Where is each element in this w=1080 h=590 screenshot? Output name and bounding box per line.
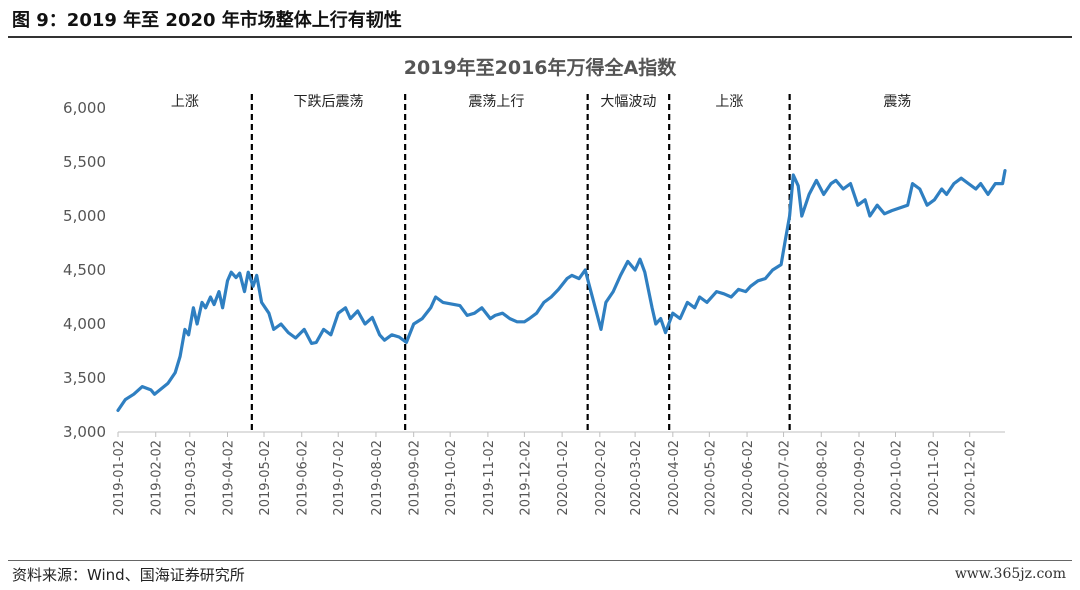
x-tick-label: 2019-03-02 — [184, 440, 199, 516]
y-tick-label: 4,500 — [63, 261, 106, 279]
x-tick-label: 2020-01-02 — [556, 440, 571, 516]
x-tick-label: 2019-12-02 — [518, 440, 533, 516]
x-tick-label: 2020-10-02 — [889, 440, 904, 516]
bottom-rule — [8, 560, 1072, 561]
x-tick-label: 2020-08-02 — [815, 440, 830, 516]
x-tick-label: 2020-05-02 — [703, 440, 718, 516]
phase-label: 大幅波动 — [600, 94, 656, 110]
x-tick-label: 2019-02-02 — [150, 440, 165, 516]
y-tick-label: 6,000 — [63, 99, 106, 117]
x-tick-label: 2020-04-02 — [667, 440, 682, 516]
x-tick-label: 2019-06-02 — [296, 440, 311, 516]
x-tick-label: 2019-01-02 — [112, 440, 127, 516]
y-tick-label: 4,000 — [63, 315, 106, 333]
phase-label: 震荡上行 — [468, 94, 524, 110]
y-tick-label: 3,000 — [63, 423, 106, 441]
y-tick-label: 3,500 — [63, 369, 106, 387]
phase-label: 震荡 — [883, 94, 911, 110]
phase-label: 上涨 — [171, 94, 199, 110]
x-tick-label: 2020-11-02 — [927, 440, 942, 516]
figure-title: 图 9：2019 年至 2020 年市场整体上行有韧性 — [12, 10, 402, 31]
x-tick-label: 2020-12-02 — [964, 440, 979, 516]
x-tick-label: 2020-09-02 — [853, 440, 868, 516]
x-tick-label: 2019-07-02 — [332, 440, 347, 516]
x-tick-label: 2020-02-02 — [594, 440, 609, 516]
index-series-line — [116, 169, 1007, 412]
x-tick-label: 2019-08-02 — [370, 440, 385, 516]
watermark-url: www.365jz.com — [954, 566, 1066, 582]
index-line-chart: 2019年至2016年万得全A指数 上涨 下跌后震荡 震荡上行 大幅波动 上涨 震荡 3,… — [63, 56, 1007, 516]
phase-label: 下跌后震荡 — [293, 94, 363, 110]
chart-title: 2019年至2016年万得全A指数 — [404, 56, 677, 79]
phase-label: 上涨 — [715, 94, 743, 110]
x-tick-label: 2020-06-02 — [741, 440, 756, 516]
x-tick-label: 2019-05-02 — [258, 440, 273, 516]
x-tick-label: 2019-10-02 — [444, 440, 459, 516]
x-tick-label: 2019-04-02 — [222, 440, 237, 516]
y-tick-label: 5,000 — [63, 207, 106, 225]
y-tick-label: 5,500 — [63, 153, 106, 171]
x-tick-label: 2020-03-02 — [629, 440, 644, 516]
x-tick-label: 2019-09-02 — [408, 440, 423, 516]
source-note: 资料来源：Wind、国海证券研究所 — [12, 566, 245, 584]
x-tick-label: 2019-11-02 — [482, 440, 497, 516]
x-tick-label: 2020-07-02 — [778, 440, 793, 516]
top-rule — [8, 36, 1072, 38]
